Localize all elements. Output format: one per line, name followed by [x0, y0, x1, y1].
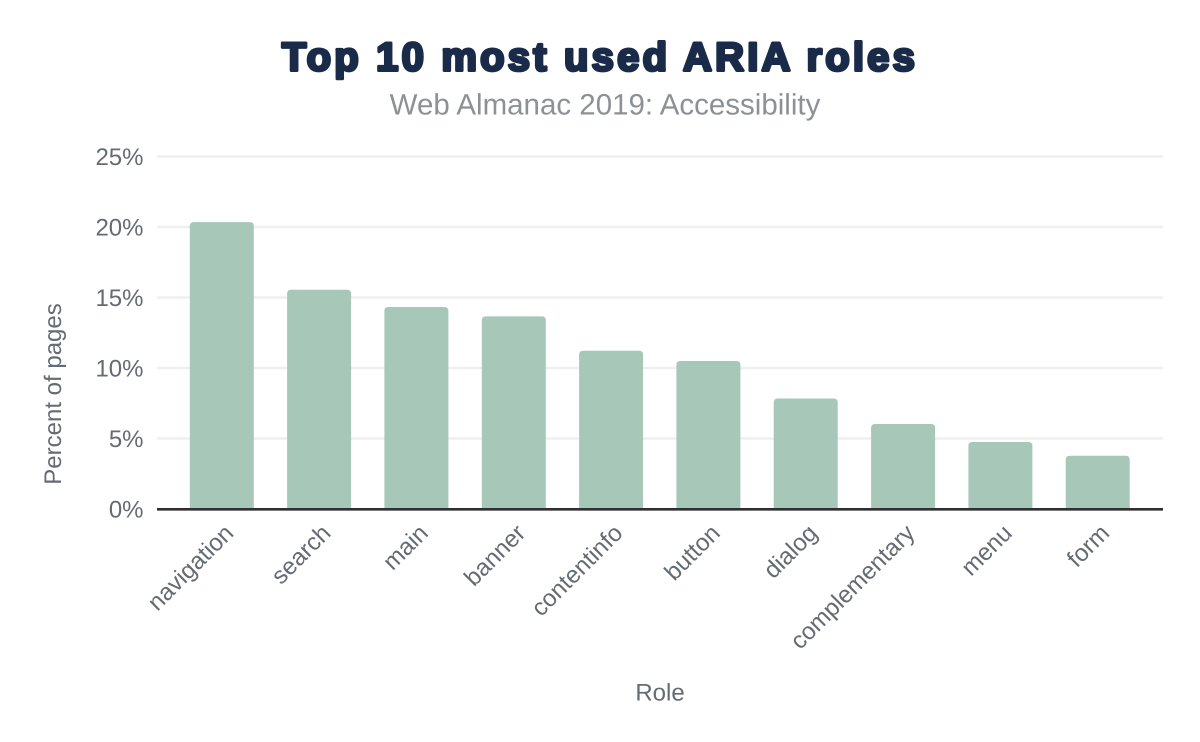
- svg-text:15%: 15%: [95, 285, 143, 312]
- svg-text:Role: Role: [635, 679, 684, 706]
- svg-text:25%: 25%: [95, 144, 143, 171]
- svg-text:Percent of pages: Percent of pages: [40, 303, 67, 484]
- svg-text:Web Almanac 2019: Accessibilit: Web Almanac 2019: Accessibility: [390, 89, 821, 122]
- svg-text:10%: 10%: [95, 356, 143, 383]
- svg-text:20%: 20%: [95, 215, 143, 242]
- svg-text:0%: 0%: [109, 497, 144, 524]
- svg-text:5%: 5%: [109, 426, 144, 453]
- svg-text:Top 10 most used ARIA roles: Top 10 most used ARIA roles: [282, 36, 918, 80]
